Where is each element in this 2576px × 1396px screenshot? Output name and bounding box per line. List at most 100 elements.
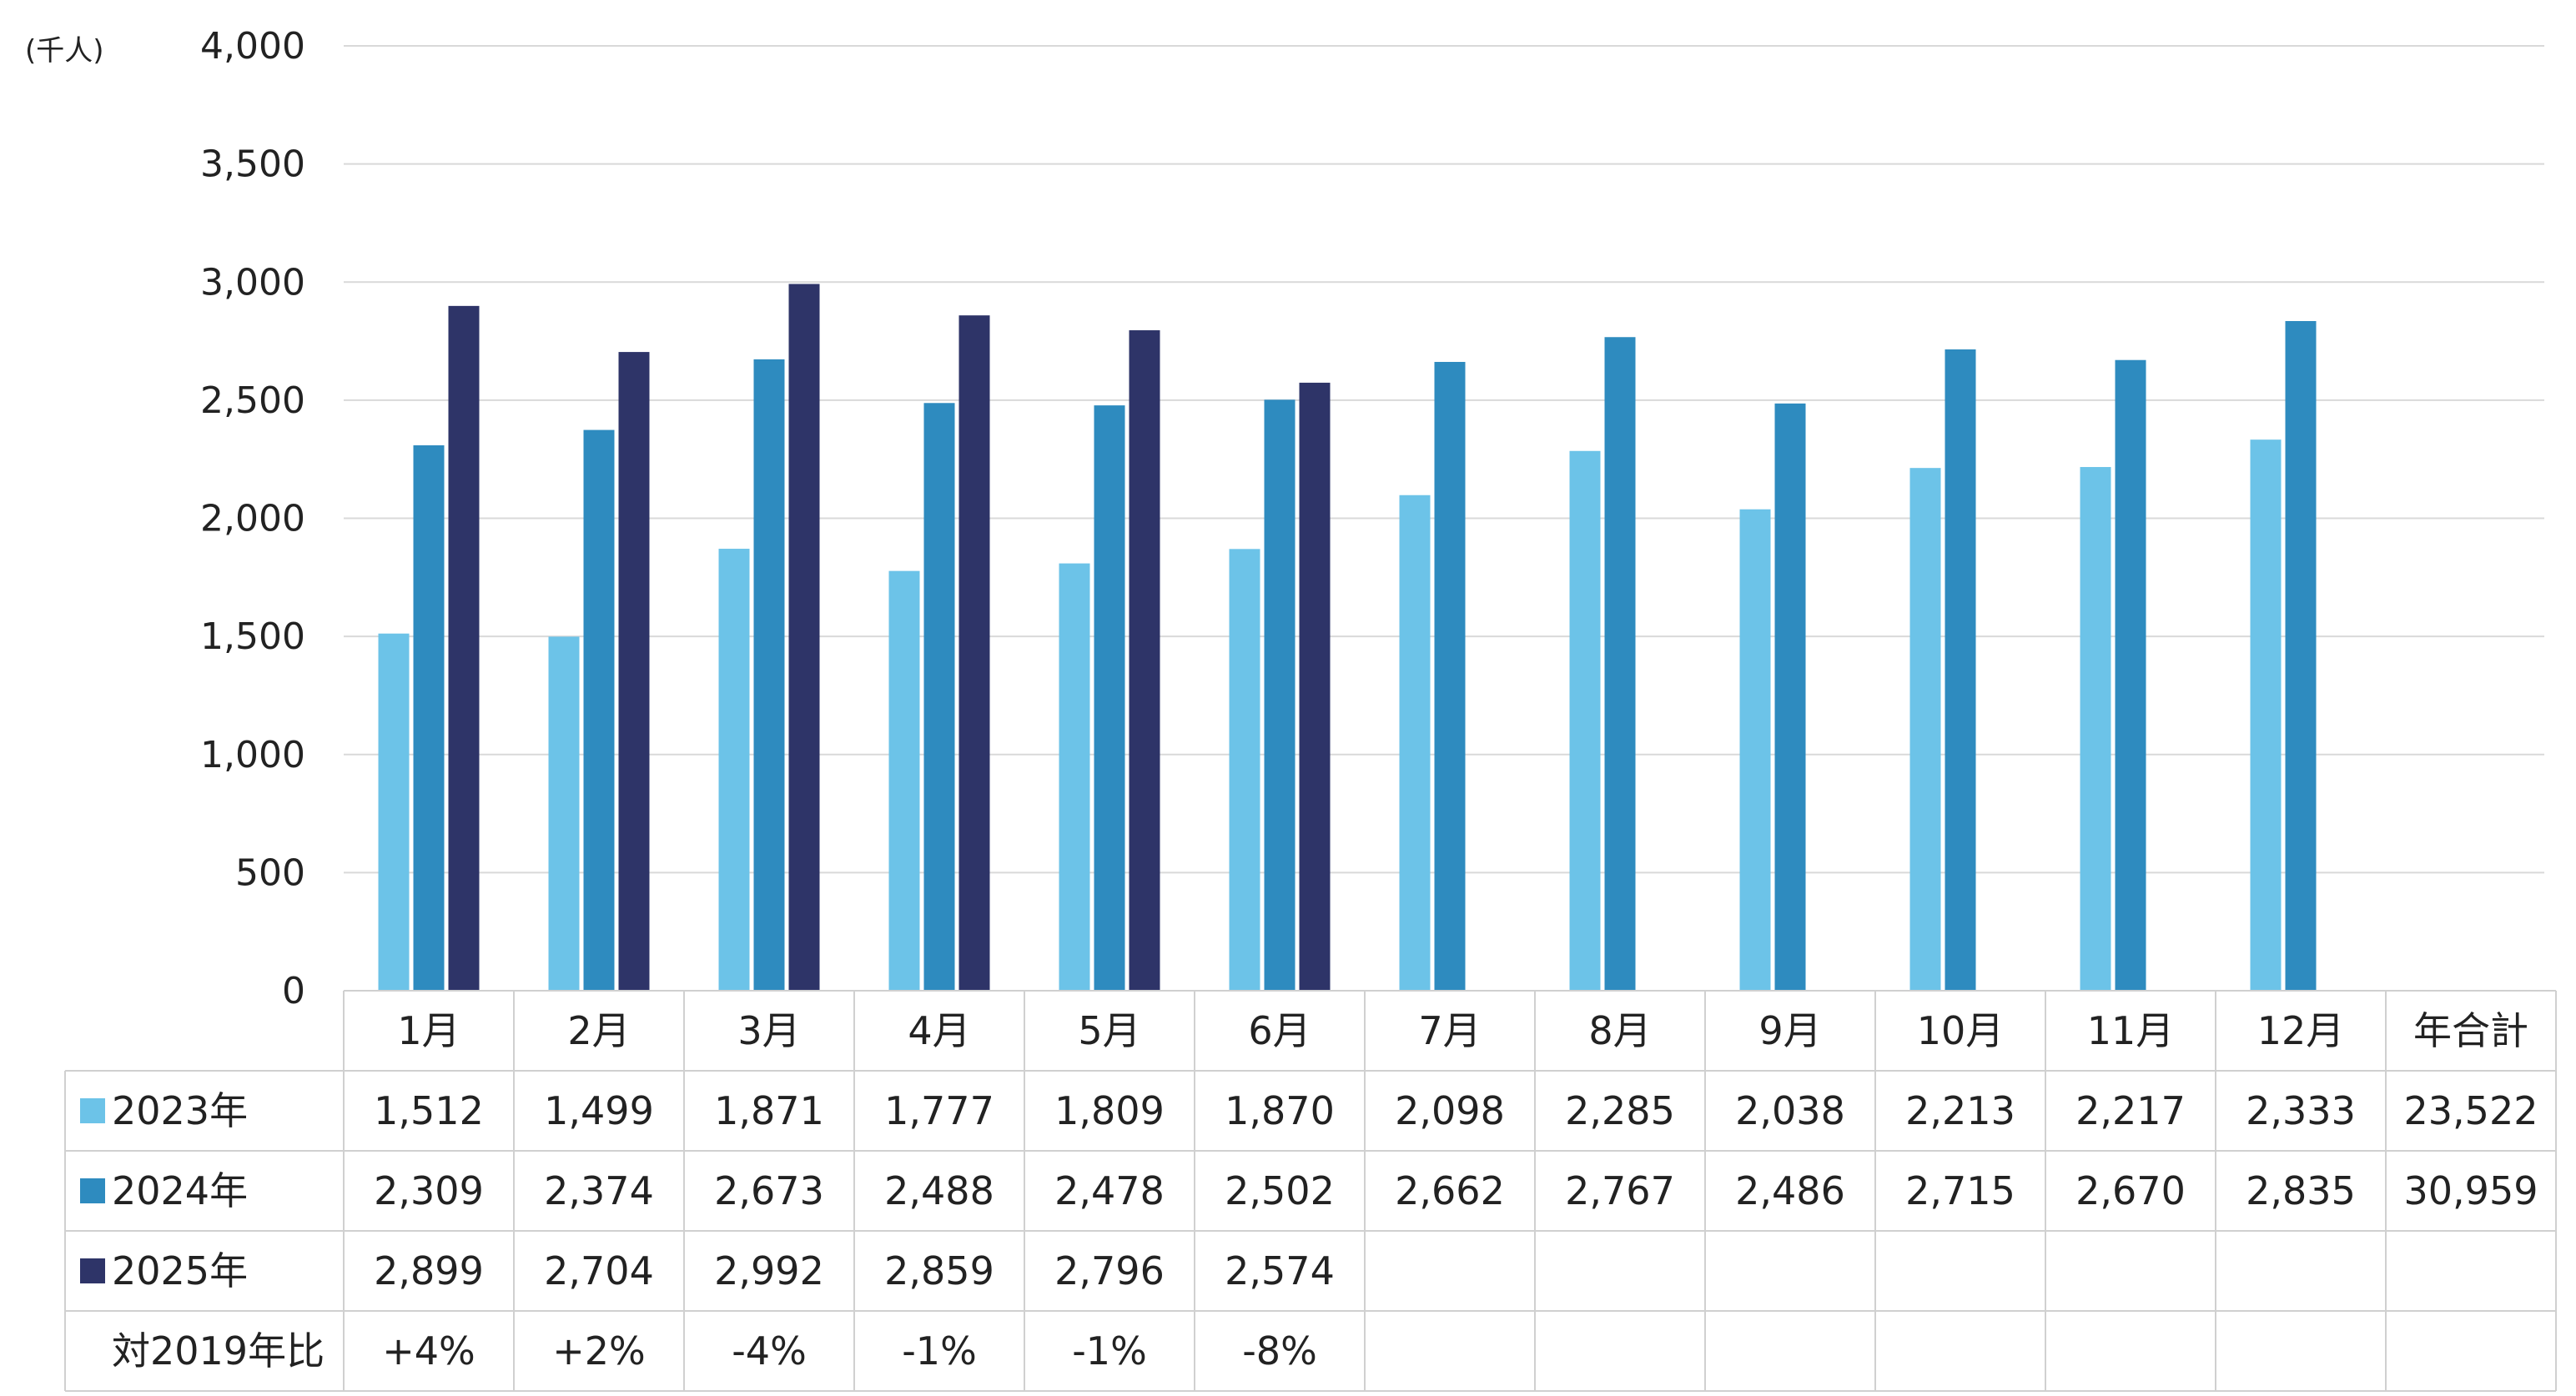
y-tick-label: 3,500 — [200, 143, 305, 186]
data-label: 1,499 — [544, 1088, 654, 1133]
y-tick-label: 2,500 — [200, 379, 305, 422]
data-label: 1,777 — [884, 1088, 994, 1133]
legend-swatch — [80, 1178, 105, 1203]
legend-swatch — [80, 1258, 105, 1283]
bar — [1299, 382, 1331, 991]
data-label: 2,673 — [714, 1168, 824, 1213]
bar — [1264, 399, 1296, 992]
data-label: 1,512 — [374, 1088, 484, 1133]
bar — [2250, 439, 2282, 991]
x-tick-label: 2月 — [567, 1008, 630, 1053]
ratio-row-label: 対2019年比 — [112, 1328, 325, 1373]
legend-label: 2024年 — [112, 1168, 248, 1213]
data-label: 2,899 — [374, 1248, 484, 1293]
y-axis-unit-label: (千人) — [25, 34, 104, 68]
bar — [1739, 509, 1771, 991]
y-axis-tick-labels: 0 500 1,000 1,500 2,000 2,500 3,000 3,500 4,000 — [200, 25, 305, 1012]
x-tick-label: 1月 — [397, 1008, 460, 1053]
bar — [1604, 337, 1636, 991]
bar — [2285, 320, 2317, 992]
data-label: 2,662 — [1395, 1168, 1505, 1213]
x-tick-label: 6月 — [1248, 1008, 1311, 1053]
total-header: 年合計 — [2413, 1008, 2528, 1053]
x-tick-label: 4月 — [908, 1008, 970, 1053]
data-label: 2,670 — [2075, 1168, 2186, 1213]
data-label: 1,809 — [1054, 1088, 1165, 1133]
data-label: 2,478 — [1054, 1168, 1165, 1213]
data-label: 2,488 — [884, 1168, 994, 1213]
bar — [1094, 405, 1125, 991]
x-tick-label: 8月 — [1588, 1008, 1651, 1053]
data-label: 2,038 — [1735, 1088, 1845, 1133]
data-label: 2,217 — [2075, 1088, 2186, 1133]
ratio-value: -1% — [902, 1328, 977, 1373]
data-label: 2,992 — [714, 1248, 824, 1293]
data-label: 2,285 — [1565, 1088, 1675, 1133]
data-label: 2,333 — [2246, 1088, 2356, 1133]
y-tick-label: 0 — [282, 970, 305, 1012]
ratio-value: -8% — [1242, 1328, 1317, 1373]
ratio-value: +2% — [552, 1328, 646, 1373]
bar — [378, 633, 410, 991]
bar — [548, 636, 580, 991]
bar — [958, 315, 990, 992]
y-tick-label: 1,000 — [200, 734, 305, 776]
data-label: 2,859 — [884, 1248, 994, 1293]
data-label: 2,704 — [544, 1248, 654, 1293]
legend-label: 2023年 — [112, 1088, 248, 1133]
data-label: 2,574 — [1225, 1248, 1335, 1293]
bar — [1434, 361, 1466, 991]
bar — [923, 403, 955, 991]
x-tick-label: 12月 — [2257, 1008, 2345, 1053]
y-tick-label: 2,000 — [200, 498, 305, 540]
bar — [583, 429, 615, 991]
y-tick-label: 500 — [235, 851, 305, 894]
data-label: 1,870 — [1225, 1088, 1335, 1133]
x-tick-label: 5月 — [1078, 1008, 1140, 1053]
bar — [1774, 403, 1806, 991]
bar — [1229, 549, 1260, 991]
data-label: 2,767 — [1565, 1168, 1675, 1213]
data-label: 2,374 — [544, 1168, 654, 1213]
bar — [1569, 450, 1601, 991]
data-table: 1月 2月 3月 4月 5月 6月 7月 8月 9月 10月 11月 12月 年合計 2023年 1,512… — [64, 990, 2557, 1392]
bar — [1129, 330, 1160, 992]
bar — [618, 352, 650, 991]
bar — [2115, 359, 2146, 991]
bars — [378, 284, 2317, 992]
bar — [413, 444, 445, 991]
x-tick-label: 7月 — [1418, 1008, 1481, 1053]
bar — [1945, 349, 1976, 991]
x-tick-label: 10月 — [1917, 1008, 2005, 1053]
total-value: 30,959 — [2404, 1168, 2538, 1213]
total-value: 23,522 — [2404, 1088, 2538, 1133]
x-tick-label: 9月 — [1758, 1008, 1821, 1053]
bar — [448, 305, 480, 991]
bar — [888, 570, 920, 991]
data-label: 2,309 — [374, 1168, 484, 1213]
legend-swatch — [80, 1098, 105, 1123]
ratio-value: -1% — [1072, 1328, 1147, 1373]
bar — [718, 549, 750, 991]
ratio-value: -4% — [732, 1328, 807, 1373]
legend-label: 2025年 — [112, 1248, 248, 1293]
x-tick-label: 3月 — [737, 1008, 800, 1053]
x-tick-label: 11月 — [2087, 1008, 2175, 1053]
data-label: 2,715 — [1905, 1168, 2015, 1213]
bar — [788, 284, 820, 991]
bar — [1399, 495, 1431, 991]
data-label: 2,835 — [2246, 1168, 2356, 1213]
bar — [1909, 468, 1941, 991]
data-label: 2,213 — [1905, 1088, 2015, 1133]
data-label: 2,098 — [1395, 1088, 1505, 1133]
y-tick-label: 1,500 — [200, 615, 305, 658]
bar — [2080, 467, 2111, 991]
data-label: 1,871 — [714, 1088, 824, 1133]
ratio-value: +4% — [382, 1328, 475, 1373]
data-label: 2,502 — [1225, 1168, 1335, 1213]
y-tick-label: 3,000 — [200, 261, 305, 304]
bar — [753, 359, 785, 991]
data-label: 2,796 — [1054, 1248, 1165, 1293]
y-tick-label: 4,000 — [200, 25, 305, 68]
